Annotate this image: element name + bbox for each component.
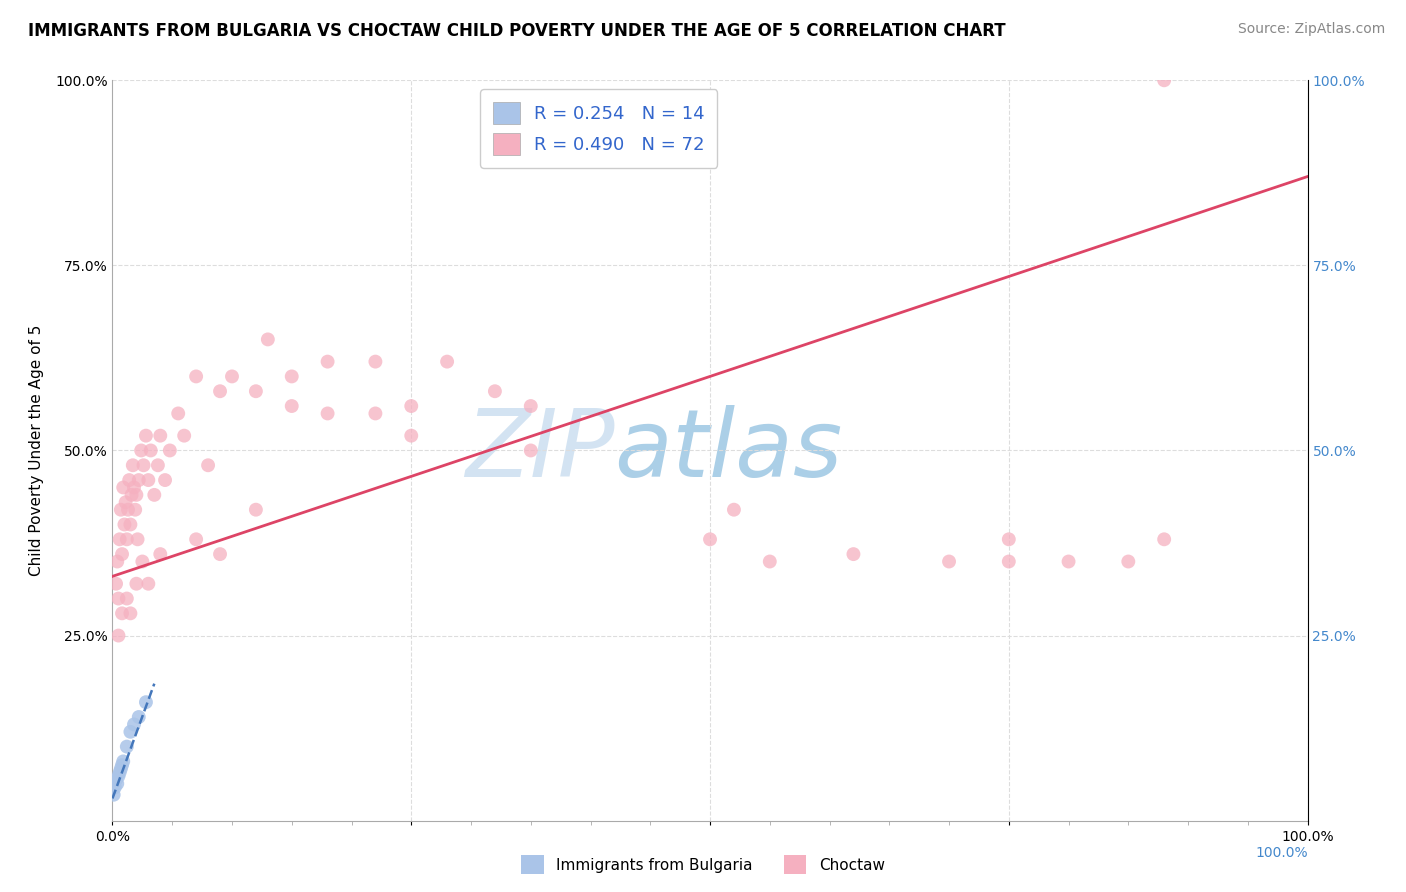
Point — [128, 710, 150, 724]
Point — [209, 547, 232, 561]
Point — [316, 407, 339, 421]
Point — [938, 555, 960, 569]
Point — [520, 399, 543, 413]
Point — [401, 428, 423, 442]
Point — [1153, 73, 1175, 87]
Point — [115, 533, 138, 547]
Point — [111, 607, 134, 621]
Text: atlas: atlas — [614, 405, 842, 496]
Point — [120, 724, 142, 739]
Point — [117, 502, 139, 516]
Point — [107, 628, 129, 642]
Point — [484, 384, 506, 399]
Point — [364, 407, 387, 421]
Legend: Immigrants from Bulgaria, Choctaw: Immigrants from Bulgaria, Choctaw — [515, 849, 891, 880]
Point — [1153, 533, 1175, 547]
Point — [401, 399, 423, 413]
Point — [173, 428, 195, 442]
Point — [281, 369, 304, 384]
Point — [114, 495, 136, 509]
Point — [115, 591, 138, 606]
Point — [139, 443, 162, 458]
Point — [120, 517, 142, 532]
Point — [121, 458, 143, 473]
Point — [128, 473, 150, 487]
Point — [436, 354, 458, 368]
Point — [998, 555, 1021, 569]
Text: 100.0%: 100.0% — [1256, 846, 1308, 860]
Point — [111, 758, 134, 772]
Point — [125, 488, 148, 502]
Point — [112, 755, 135, 769]
Point — [149, 547, 172, 561]
Point — [111, 547, 134, 561]
Point — [1057, 555, 1080, 569]
Text: ZIP: ZIP — [465, 405, 614, 496]
Point — [124, 502, 146, 516]
Point — [998, 533, 1021, 547]
Point — [125, 576, 148, 591]
Point — [110, 502, 132, 516]
Point — [221, 369, 243, 384]
Point — [138, 473, 160, 487]
Point — [364, 354, 387, 368]
Point — [129, 443, 152, 458]
Point — [105, 772, 128, 787]
Point — [104, 780, 127, 795]
Point — [1118, 555, 1140, 569]
Point — [257, 332, 280, 346]
Point — [120, 607, 142, 621]
Point — [281, 399, 304, 413]
Point — [132, 458, 155, 473]
Point — [112, 480, 135, 494]
Point — [143, 488, 166, 502]
Point — [122, 480, 145, 494]
Point — [105, 555, 128, 569]
Point — [118, 473, 141, 487]
Point — [110, 762, 132, 776]
Point — [108, 533, 131, 547]
Point — [167, 407, 190, 421]
Point — [146, 458, 169, 473]
Point — [114, 517, 135, 532]
Point — [131, 555, 153, 569]
Point — [105, 576, 128, 591]
Text: Source: ZipAtlas.com: Source: ZipAtlas.com — [1237, 22, 1385, 37]
Point — [842, 547, 865, 561]
Point — [122, 717, 145, 731]
Point — [186, 533, 208, 547]
Point — [316, 354, 339, 368]
Point — [197, 458, 219, 473]
Point — [149, 428, 172, 442]
Point — [107, 591, 129, 606]
Point — [245, 502, 267, 516]
Point — [108, 765, 131, 780]
Point — [107, 769, 129, 783]
Point — [105, 776, 128, 791]
Point — [209, 384, 232, 399]
Point — [121, 488, 143, 502]
Point — [699, 533, 721, 547]
Point — [135, 428, 157, 442]
Point — [186, 369, 208, 384]
Point — [127, 533, 149, 547]
Point — [245, 384, 267, 399]
Legend: R = 0.254   N = 14, R = 0.490   N = 72: R = 0.254 N = 14, R = 0.490 N = 72 — [479, 89, 717, 168]
Point — [520, 443, 543, 458]
Text: IMMIGRANTS FROM BULGARIA VS CHOCTAW CHILD POVERTY UNDER THE AGE OF 5 CORRELATION: IMMIGRANTS FROM BULGARIA VS CHOCTAW CHIL… — [28, 22, 1005, 40]
Point — [135, 695, 157, 709]
Point — [759, 555, 782, 569]
Y-axis label: Child Poverty Under the Age of 5: Child Poverty Under the Age of 5 — [30, 325, 44, 576]
Point — [159, 443, 181, 458]
Point — [138, 576, 160, 591]
Point — [103, 788, 125, 802]
Point — [115, 739, 138, 754]
Point — [153, 473, 176, 487]
Point — [723, 502, 745, 516]
